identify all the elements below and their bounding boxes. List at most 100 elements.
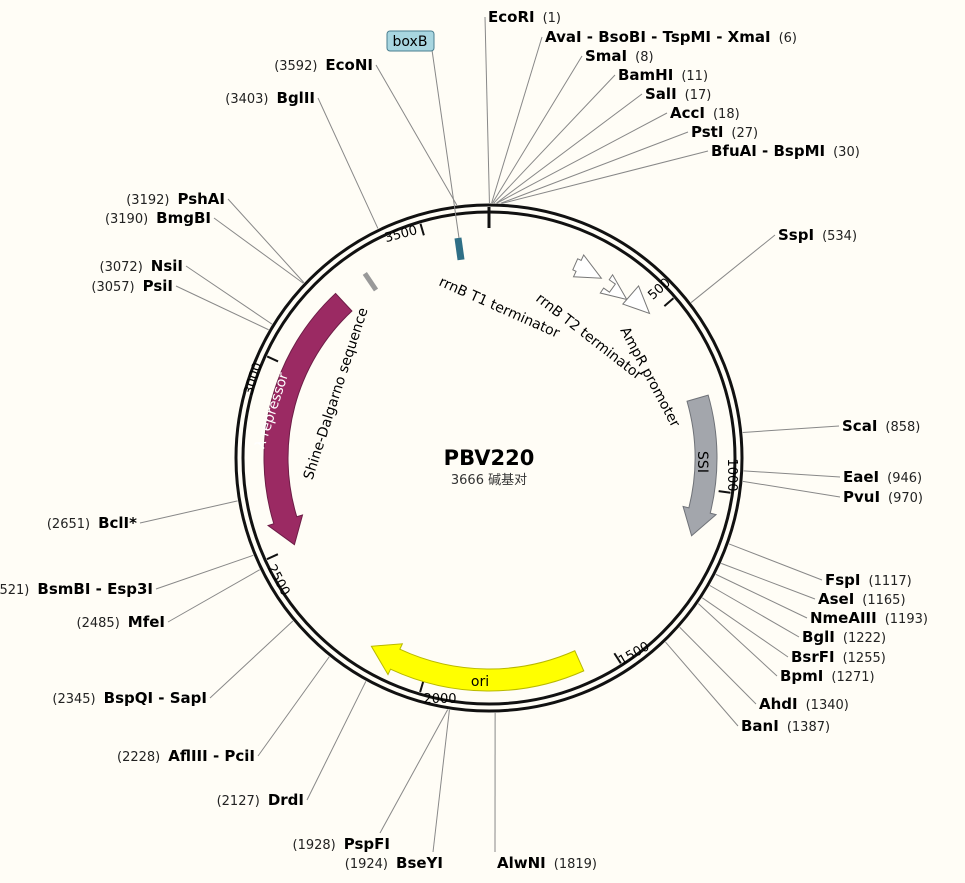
site-position: (3190) [105, 212, 148, 227]
site-label: NmeAIII (1193) [810, 609, 928, 627]
site-position: (1117) [869, 574, 912, 589]
site-position: (946) [887, 471, 922, 486]
site-name: BmgBI [156, 209, 211, 227]
site-name: EcoNI [325, 56, 373, 74]
site-name: ScaI [842, 417, 877, 435]
site-leader [743, 470, 841, 478]
site-position: (3403) [225, 92, 268, 107]
site-position: (3057) [91, 280, 134, 295]
site-leader [501, 150, 709, 204]
ssi-arrow [682, 394, 718, 537]
site-position: (2521) [0, 583, 29, 598]
site-label: AseI (1165) [818, 590, 906, 608]
site-position: (3192) [126, 193, 169, 208]
tick-mark [613, 652, 622, 664]
site-name: BsmBI - Esp3I [37, 580, 153, 598]
site-label: PstI (27) [691, 123, 758, 141]
site-leader [139, 500, 238, 524]
site-leader [665, 641, 739, 727]
site-label: (3072) NsiI [100, 257, 183, 275]
site-label: EcoRI (1) [488, 8, 561, 26]
site-label: (3403) BglII [225, 89, 315, 107]
feature-label: boxB [393, 34, 428, 50]
site-position: (1928) [293, 838, 336, 853]
tick-label: 1000 [724, 458, 739, 491]
site-name: AhdI [759, 695, 798, 713]
tick-mark [266, 553, 279, 561]
site-leader [257, 656, 330, 757]
site-label: FspI (1117) [825, 571, 912, 589]
site-position: (1819) [554, 857, 597, 872]
site-name: BamHI [618, 66, 673, 84]
plasmid-name: PBV220 [444, 446, 535, 470]
site-label: AlwNI (1819) [497, 854, 597, 872]
site-name: AvaI - BsoBI - TspMI - XmaI [545, 28, 771, 46]
site-name: AseI [818, 590, 854, 608]
site-name: SmaI [585, 47, 627, 65]
site-name: EaeI [843, 468, 879, 486]
site-name: BseYI [396, 854, 443, 872]
boxb-marker [454, 237, 465, 261]
site-leader [701, 597, 789, 658]
tick-mark [266, 355, 279, 363]
site-leader [167, 569, 261, 623]
site-leader [493, 74, 616, 204]
site-leader [155, 554, 254, 590]
feature-label: SSI [694, 451, 710, 473]
site-leader [492, 55, 583, 204]
site-label: (2345) BspQI - SapI [52, 689, 207, 707]
site-leader [500, 131, 689, 204]
terminator-t2-arrow [599, 273, 628, 301]
site-position: (2485) [77, 616, 120, 631]
site-position: (6) [779, 31, 797, 46]
site-label: BanI (1387) [741, 717, 830, 735]
tick-mark [718, 490, 731, 494]
site-position: (30) [833, 145, 860, 160]
site-leader [484, 16, 490, 204]
site-name: SalI [645, 85, 677, 103]
site-label: (1928) PspFI [293, 835, 390, 853]
site-leader [742, 425, 840, 433]
tick-label: 3000 [241, 361, 265, 397]
site-position: (17) [685, 88, 712, 103]
site-label: (2521) BsmBI - Esp3I [0, 580, 153, 598]
site-name: PspFI [344, 835, 390, 853]
site-label: AccI (18) [670, 104, 740, 122]
ori-arrow [370, 643, 585, 692]
site-name: EcoRI [488, 8, 535, 26]
site-position: (1271) [831, 670, 874, 685]
site-label: AvaI - BsoBI - TspMI - XmaI (6) [545, 28, 797, 46]
site-name: AflIII - PciI [168, 747, 255, 765]
site-label: SmaI (8) [585, 47, 654, 65]
tick-mark [419, 680, 425, 693]
site-position: (534) [822, 229, 857, 244]
site-leader [185, 265, 273, 325]
sd-marker [362, 272, 379, 292]
site-label: (2127) DrdI [217, 791, 304, 809]
site-position: (2127) [217, 794, 260, 809]
site-label: (3057) PsiI [91, 277, 173, 295]
site-name: BclI* [98, 514, 137, 532]
site-leader [728, 543, 823, 581]
site-leader [375, 64, 458, 206]
tick-label: 2000 [423, 692, 456, 707]
site-name: BglI [802, 628, 835, 646]
site-leader [491, 36, 543, 204]
site-name: AccI [670, 104, 705, 122]
site-name: SspI [778, 226, 814, 244]
site-leader [679, 626, 757, 705]
site-position: (3592) [274, 59, 317, 74]
site-label: PvuI (970) [843, 488, 923, 506]
terminator-t1-arrow [572, 254, 603, 279]
site-label: EaeI (946) [843, 468, 922, 486]
site-position: (970) [888, 491, 923, 506]
plasmid-length: 3666 碱基对 [451, 473, 527, 488]
site-position: (858) [885, 420, 920, 435]
site-name: FspI [825, 571, 861, 589]
site-label: (2228) AflIII - PciI [117, 747, 255, 765]
site-label: ScaI (858) [842, 417, 920, 435]
site-position: (1340) [806, 698, 849, 713]
site-position: (1924) [345, 857, 388, 872]
site-leader [227, 198, 305, 283]
site-position: (2228) [117, 750, 160, 765]
